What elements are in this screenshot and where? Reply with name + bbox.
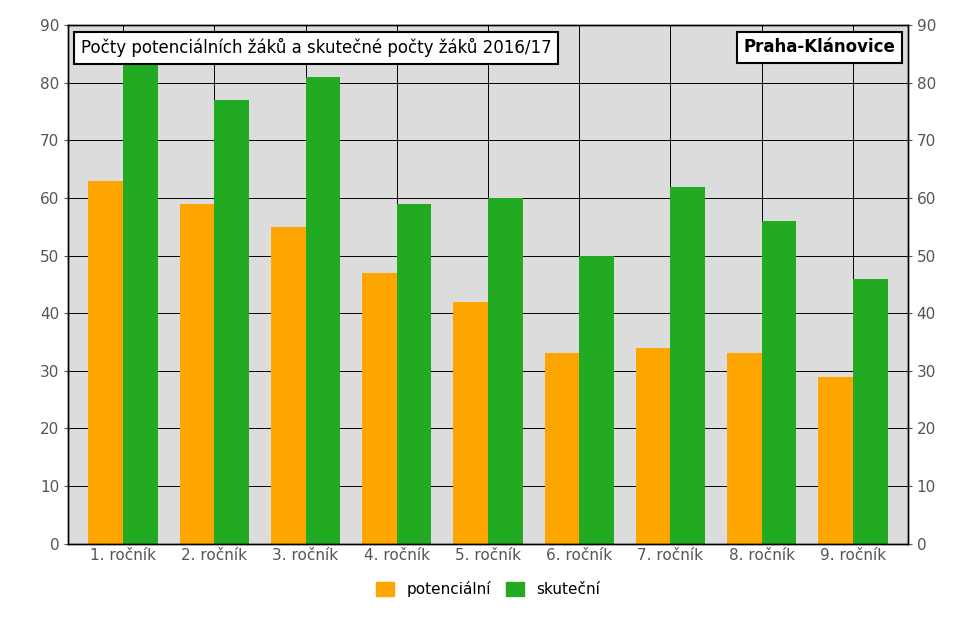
Bar: [305, 77, 341, 544]
Legend: potenciální, skuteční: potenciální, skuteční: [370, 575, 606, 604]
Bar: [818, 377, 853, 544]
Bar: [123, 54, 158, 544]
Text: Počty potenciálních žáků a skutečné počty žáků 2016/17: Počty potenciálních žáků a skutečné počt…: [81, 38, 551, 58]
Bar: [180, 204, 215, 544]
Bar: [761, 221, 796, 544]
Bar: [727, 353, 761, 544]
Bar: [545, 353, 579, 544]
Bar: [397, 204, 431, 544]
Bar: [215, 100, 249, 544]
Text: Praha-Klánovice: Praha-Klánovice: [743, 38, 895, 56]
Bar: [488, 198, 523, 544]
Bar: [362, 273, 397, 544]
Bar: [579, 255, 614, 544]
Bar: [635, 348, 671, 544]
Bar: [453, 301, 488, 544]
Bar: [853, 279, 887, 544]
Bar: [271, 227, 305, 544]
Bar: [89, 181, 123, 544]
Bar: [671, 186, 705, 544]
